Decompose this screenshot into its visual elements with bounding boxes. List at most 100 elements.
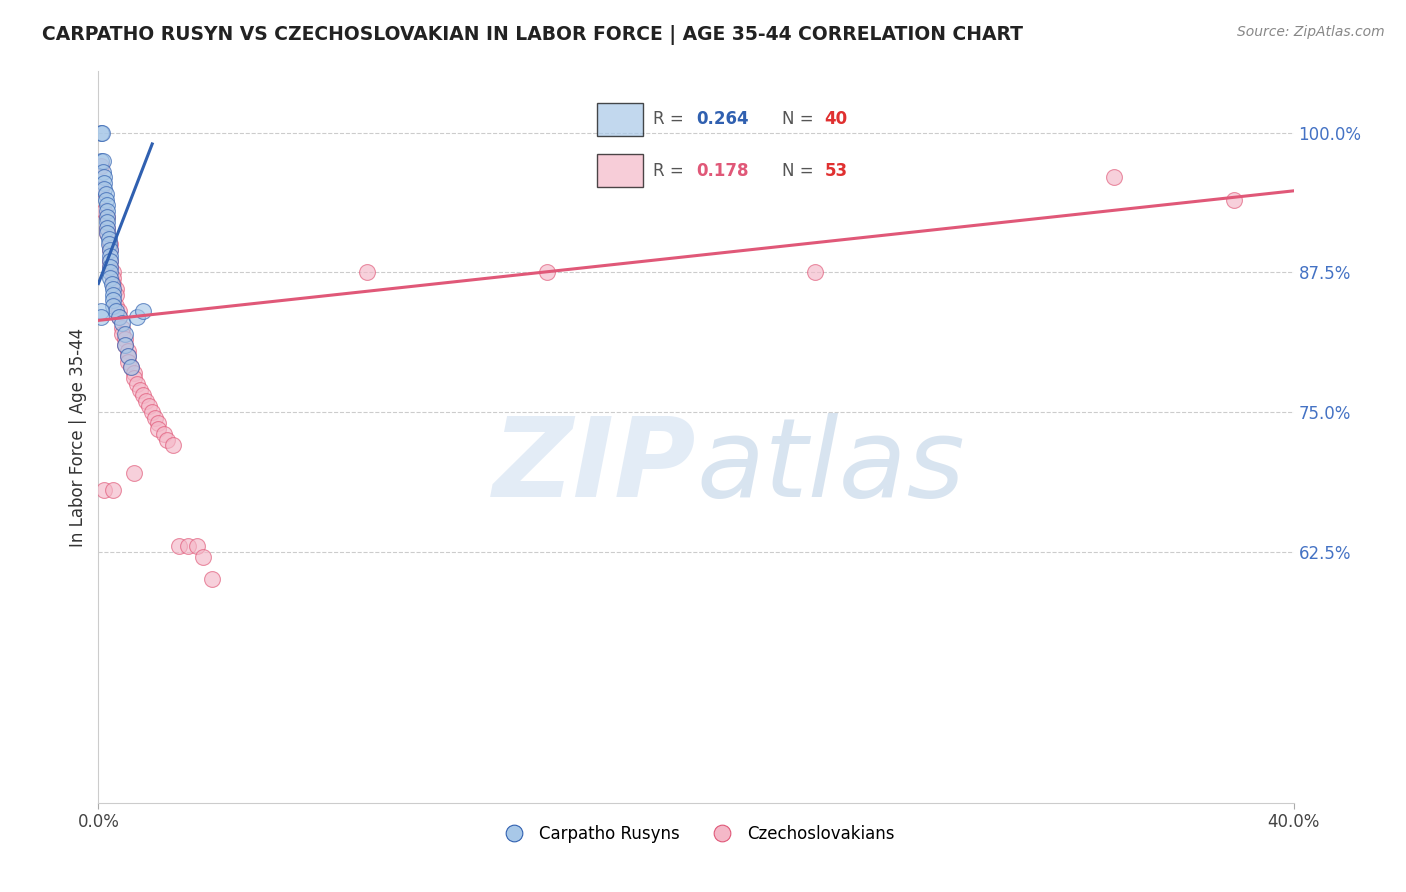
Point xyxy=(90,153,112,168)
Point xyxy=(536,265,558,279)
Point xyxy=(114,332,136,346)
Text: Source: ZipAtlas.com: Source: ZipAtlas.com xyxy=(1237,25,1385,39)
Point xyxy=(129,383,152,397)
Point xyxy=(186,539,208,553)
Point xyxy=(156,433,179,447)
Point xyxy=(93,181,115,195)
Point xyxy=(98,243,122,257)
Point xyxy=(356,265,378,279)
Point xyxy=(98,243,122,257)
Point xyxy=(97,232,120,246)
Point xyxy=(124,467,146,481)
Point xyxy=(91,153,114,168)
Point xyxy=(103,483,125,497)
Point xyxy=(96,220,118,235)
Point xyxy=(127,310,149,324)
Point xyxy=(143,410,166,425)
Point xyxy=(111,316,134,330)
Point xyxy=(93,170,115,185)
Point xyxy=(90,181,112,195)
Text: 40: 40 xyxy=(825,111,848,128)
Point xyxy=(96,220,118,235)
FancyBboxPatch shape xyxy=(596,153,643,187)
Point xyxy=(132,388,155,402)
Text: N =: N = xyxy=(782,161,813,179)
Point xyxy=(93,176,115,190)
Point xyxy=(103,271,125,285)
Point xyxy=(93,203,115,218)
Point xyxy=(191,550,214,565)
Point xyxy=(91,165,114,179)
Point xyxy=(127,377,149,392)
Point xyxy=(124,371,146,385)
Point xyxy=(114,326,136,341)
Point xyxy=(1104,170,1126,185)
Point xyxy=(93,483,115,497)
Point xyxy=(98,237,122,252)
Point xyxy=(98,265,122,279)
Point xyxy=(201,573,224,587)
Point xyxy=(98,260,122,274)
Point xyxy=(1223,193,1246,207)
Point xyxy=(114,338,136,352)
Text: ZIP: ZIP xyxy=(492,413,696,520)
Point xyxy=(108,310,131,324)
Point xyxy=(103,299,125,313)
Text: atlas: atlas xyxy=(696,413,965,520)
Point xyxy=(94,187,117,202)
Point xyxy=(117,349,139,363)
Text: 0.178: 0.178 xyxy=(696,161,748,179)
Point xyxy=(96,215,118,229)
Point xyxy=(120,360,142,375)
Point xyxy=(120,360,142,375)
Point xyxy=(103,282,125,296)
Point xyxy=(111,321,134,335)
Point xyxy=(90,310,112,324)
Point xyxy=(96,227,118,241)
Point xyxy=(105,299,128,313)
Text: R =: R = xyxy=(652,161,683,179)
Point xyxy=(103,277,125,291)
Point xyxy=(177,539,200,553)
Point xyxy=(111,326,134,341)
Point xyxy=(98,271,122,285)
Point xyxy=(108,304,131,318)
Text: 0.264: 0.264 xyxy=(696,111,748,128)
Point xyxy=(105,304,128,318)
Point xyxy=(162,438,184,452)
Point xyxy=(98,260,122,274)
Point xyxy=(96,198,118,212)
Point xyxy=(114,338,136,352)
Point xyxy=(98,254,122,268)
Point xyxy=(105,287,128,301)
Point xyxy=(96,210,118,224)
Point xyxy=(138,400,160,414)
Text: CARPATHO RUSYN VS CZECHOSLOVAKIAN IN LABOR FORCE | AGE 35-44 CORRELATION CHART: CARPATHO RUSYN VS CZECHOSLOVAKIAN IN LAB… xyxy=(42,25,1024,45)
Point xyxy=(141,405,163,419)
Point xyxy=(132,304,155,318)
Text: N =: N = xyxy=(782,111,813,128)
Text: R =: R = xyxy=(652,111,683,128)
Legend: Carpatho Rusyns, Czechoslovakians: Carpatho Rusyns, Czechoslovakians xyxy=(491,818,901,849)
Point xyxy=(804,265,827,279)
Point xyxy=(135,393,157,408)
Point xyxy=(103,265,125,279)
Point xyxy=(124,366,146,380)
Point xyxy=(117,343,139,358)
Point xyxy=(103,293,125,308)
Point xyxy=(90,304,112,318)
Point xyxy=(101,277,124,291)
Point xyxy=(98,254,122,268)
Point xyxy=(148,422,170,436)
Point xyxy=(97,237,120,252)
Point xyxy=(94,193,117,207)
Point xyxy=(167,539,190,553)
Point xyxy=(103,287,125,301)
Point xyxy=(108,310,131,324)
Point xyxy=(91,126,114,140)
Y-axis label: In Labor Force | Age 35-44: In Labor Force | Age 35-44 xyxy=(69,327,87,547)
Point xyxy=(117,354,139,368)
Point xyxy=(90,126,112,140)
Point xyxy=(90,159,112,173)
FancyBboxPatch shape xyxy=(596,103,643,136)
